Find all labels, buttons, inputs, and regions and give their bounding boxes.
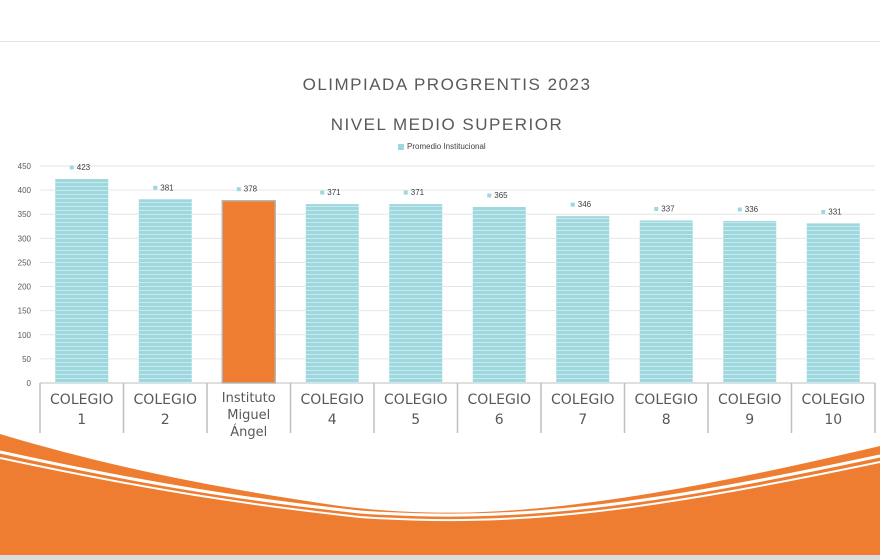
category-label-line: COLEGIO — [50, 392, 114, 408]
data-label: 423 — [77, 163, 91, 172]
data-label: 371 — [411, 188, 425, 197]
category-label-line: 1 — [77, 412, 87, 428]
chart-legend: Promedio Institucional — [398, 142, 486, 151]
category-label-line: COLEGIO — [634, 392, 698, 408]
category-label: COLEGIO 6 — [457, 390, 541, 430]
chart-title: OLIMPIADA PROGRENTIS 2023 — [302, 75, 592, 94]
y-tick-label: 50 — [22, 355, 31, 364]
category-label: COLEGIO 1 — [40, 390, 124, 430]
category-label: COLEGIO 7 — [541, 390, 625, 430]
category-label-line: COLEGIO — [384, 392, 448, 408]
category-label: COLEGIO 2 — [123, 390, 207, 430]
data-label-marker — [821, 209, 826, 214]
category-label: COLEGIO 8 — [624, 390, 708, 430]
data-label-marker — [570, 202, 575, 207]
bar — [138, 199, 192, 383]
data-label-marker — [153, 185, 158, 190]
data-label: 346 — [578, 200, 592, 209]
y-tick-label: 250 — [18, 258, 32, 267]
category-label-line: 5 — [411, 412, 421, 428]
y-tick-label: 350 — [18, 210, 32, 219]
category-label-line: Instituto — [221, 391, 276, 406]
legend-label: Promedio Institucional — [407, 142, 486, 151]
category-label-line: 4 — [327, 412, 337, 428]
y-tick-label: 400 — [18, 186, 32, 195]
data-label-marker — [737, 207, 742, 212]
data-label: 371 — [327, 188, 341, 197]
bar — [389, 204, 443, 383]
category-label: COLEGIO 4 — [290, 390, 374, 430]
data-label-marker — [236, 187, 241, 192]
bar — [806, 223, 860, 383]
y-tick-label: 0 — [27, 379, 32, 388]
category-label: COLEGIO 9 — [708, 390, 792, 430]
y-tick-label: 450 — [18, 162, 32, 171]
data-label-marker — [403, 190, 408, 195]
bar — [639, 220, 693, 383]
data-label-marker — [654, 206, 659, 211]
bar — [221, 199, 276, 384]
category-label-line: COLEGIO — [300, 392, 364, 408]
bar — [305, 204, 359, 383]
category-label-line: Ángel — [230, 425, 268, 440]
data-label-marker — [69, 165, 74, 170]
category-label-line: 9 — [745, 412, 755, 428]
category-label-line: 8 — [661, 412, 671, 428]
category-label: Instituto Miguel Ángel — [207, 390, 291, 441]
top-divider — [0, 41, 880, 42]
category-label: COLEGIO 10 — [791, 390, 875, 430]
category-label-line: 6 — [494, 412, 504, 428]
category-label-line: COLEGIO — [551, 392, 615, 408]
data-label: 337 — [661, 204, 675, 213]
bar — [723, 220, 777, 383]
footer-bar — [0, 555, 880, 560]
y-tick-label: 150 — [18, 307, 32, 316]
bar — [556, 216, 610, 383]
bar — [55, 179, 109, 383]
category-label-line: COLEGIO — [801, 392, 865, 408]
data-label: 365 — [494, 191, 508, 200]
category-label-line: 10 — [824, 412, 843, 428]
category-label-line: 7 — [578, 412, 588, 428]
data-label-marker — [487, 193, 492, 198]
legend-swatch — [398, 143, 404, 150]
category-label-line: COLEGIO — [133, 392, 197, 408]
category-label-line: Miguel — [227, 408, 271, 423]
data-label: 336 — [745, 205, 759, 214]
bar — [472, 206, 526, 383]
category-label: COLEGIO 5 — [374, 390, 458, 430]
data-label: 378 — [244, 185, 258, 194]
y-tick-label: 100 — [18, 331, 32, 340]
category-label-line: COLEGIO — [467, 392, 531, 408]
data-label: 381 — [160, 183, 174, 192]
data-label-marker — [320, 190, 325, 195]
category-label-line: COLEGIO — [718, 392, 782, 408]
y-tick-label: 300 — [18, 234, 32, 243]
chart-subtitle: NIVEL MEDIO SUPERIOR — [330, 115, 564, 134]
y-tick-label: 200 — [18, 283, 32, 292]
category-label-line: 2 — [160, 412, 170, 428]
data-label: 331 — [828, 207, 842, 216]
